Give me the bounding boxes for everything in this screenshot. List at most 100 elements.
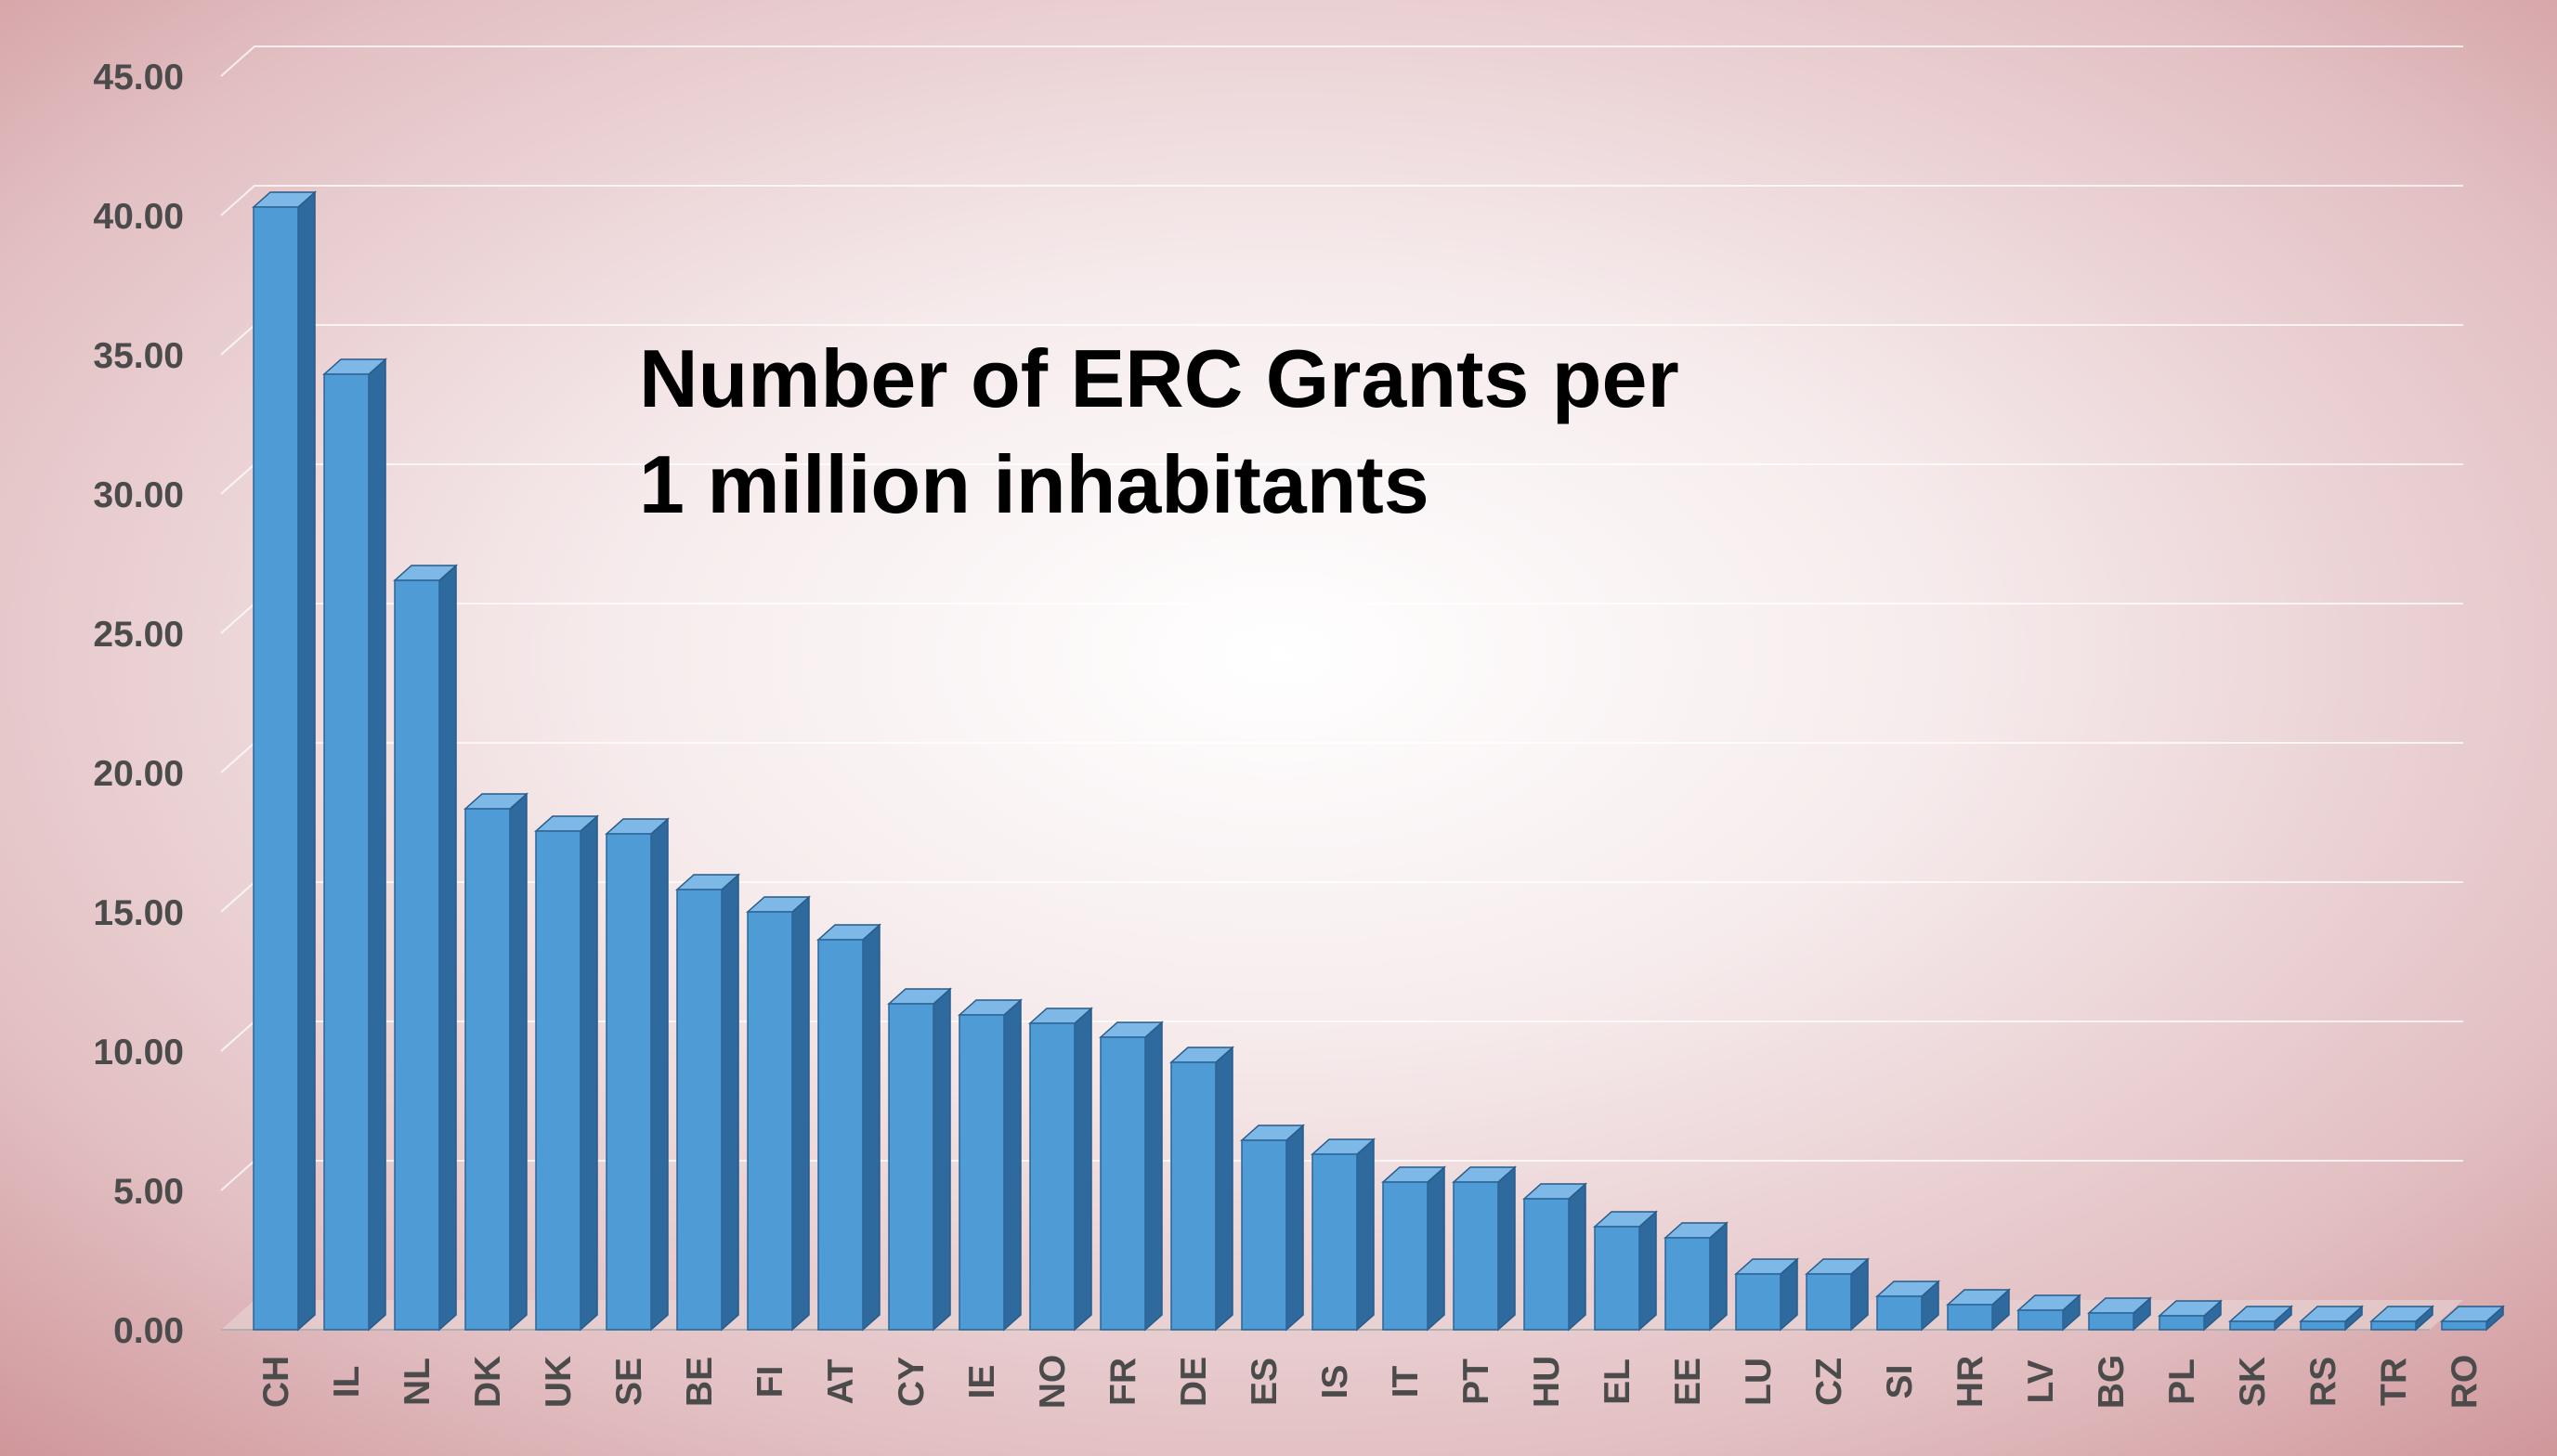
bar bbox=[2158, 1299, 2223, 1332]
x-tick-label: LV bbox=[2021, 1360, 2061, 1404]
bar-front bbox=[1170, 1061, 1217, 1331]
bar bbox=[463, 792, 528, 1332]
x-tick-label: BG bbox=[2092, 1355, 2132, 1410]
y-tick-label: 30.00 bbox=[93, 475, 184, 515]
bar-front bbox=[1382, 1181, 1429, 1331]
x-tick-label: SK bbox=[2233, 1357, 2273, 1407]
bar-side bbox=[1638, 1210, 1657, 1332]
y-tick-label: 15.00 bbox=[93, 893, 184, 933]
bar bbox=[2087, 1296, 2152, 1332]
bar-front bbox=[606, 833, 652, 1331]
x-tick-label: DE bbox=[1174, 1357, 1214, 1407]
bar bbox=[1663, 1221, 1729, 1332]
x-tick-label: SE bbox=[609, 1358, 649, 1406]
bar bbox=[252, 190, 317, 1332]
bar-side bbox=[1285, 1124, 1304, 1332]
bar bbox=[1805, 1257, 1870, 1332]
bar-front bbox=[1735, 1273, 1781, 1331]
bar-side bbox=[1074, 1007, 1092, 1332]
bar-front bbox=[2017, 1309, 2064, 1331]
bar-front bbox=[464, 808, 511, 1331]
bar bbox=[1946, 1288, 2011, 1332]
bar bbox=[887, 987, 952, 1332]
bar-front bbox=[817, 939, 864, 1331]
x-tick-label: AT bbox=[821, 1358, 861, 1404]
bar bbox=[1099, 1020, 1164, 1332]
x-tick-label: DK bbox=[468, 1356, 508, 1408]
bar bbox=[1875, 1280, 1940, 1332]
x-tick-label: RO bbox=[2445, 1355, 2485, 1410]
bar-front bbox=[1947, 1304, 1993, 1331]
bar bbox=[1452, 1165, 1517, 1332]
x-tick-label: LU bbox=[1739, 1358, 1779, 1406]
bar bbox=[1381, 1165, 1446, 1332]
chart-title-line-2: 1 million inhabitants bbox=[639, 438, 1429, 530]
bar bbox=[2016, 1294, 2081, 1332]
bar bbox=[2299, 1305, 2364, 1332]
bar bbox=[1522, 1182, 1587, 1332]
x-tick-label: SI bbox=[1880, 1365, 1920, 1399]
bar-side bbox=[1427, 1165, 1445, 1332]
bar-front bbox=[1100, 1036, 1146, 1331]
bar-front bbox=[253, 206, 299, 1331]
bar-front bbox=[1806, 1273, 1852, 1331]
x-tick-label: FI bbox=[750, 1366, 790, 1398]
bar-front bbox=[2159, 1315, 2205, 1331]
bar-side bbox=[580, 814, 598, 1332]
bar-side bbox=[297, 190, 316, 1332]
bar-front bbox=[1241, 1139, 1287, 1331]
x-tick-label: UK bbox=[539, 1356, 579, 1408]
bar-side bbox=[650, 817, 669, 1332]
bar-front bbox=[323, 373, 370, 1331]
gridline bbox=[220, 46, 2463, 77]
bar-side bbox=[1568, 1182, 1586, 1332]
x-tick-label: NO bbox=[1033, 1355, 1073, 1410]
y-tick-label: 40.00 bbox=[93, 197, 184, 237]
x-tick-label: IE bbox=[962, 1365, 1002, 1399]
bar-front bbox=[676, 889, 723, 1331]
bar-side bbox=[933, 987, 951, 1332]
bar-front bbox=[1311, 1153, 1358, 1331]
bar-side bbox=[1144, 1020, 1163, 1332]
bar-front bbox=[888, 1003, 934, 1331]
bar bbox=[534, 814, 599, 1332]
bar bbox=[1028, 1007, 1093, 1332]
bar-front bbox=[1029, 1022, 1076, 1331]
bar-front bbox=[2088, 1312, 2134, 1331]
chart-title-line-1: Number of ERC Grants per bbox=[639, 332, 1679, 424]
bar-front bbox=[394, 579, 440, 1331]
bar bbox=[1734, 1257, 1799, 1332]
x-tick-label: IL bbox=[327, 1366, 367, 1398]
bar-front bbox=[747, 911, 793, 1331]
bar-side bbox=[509, 792, 528, 1332]
x-tick-label: TR bbox=[2374, 1358, 2414, 1406]
bar-front bbox=[1523, 1198, 1570, 1331]
x-tick-labels: CH IL NL DK UK SE BE FI AT CY IE NO FR DE ES IS IT PT HU EL… bbox=[256, 1355, 2485, 1410]
y-tick-labels: 0.00 5.00 10.00 15.00 20.00 25.00 30.00 35.00 40… bbox=[93, 58, 184, 1351]
bar-side bbox=[368, 358, 386, 1332]
y-tick-label: 45.00 bbox=[93, 58, 184, 98]
bar bbox=[746, 895, 811, 1332]
x-tick-label: IS bbox=[1315, 1365, 1355, 1399]
bar bbox=[2369, 1305, 2434, 1332]
bar bbox=[322, 358, 387, 1332]
bar-side bbox=[438, 564, 457, 1332]
bar bbox=[816, 923, 881, 1332]
x-tick-label: IT bbox=[1386, 1366, 1426, 1398]
bar-front bbox=[2229, 1320, 2276, 1331]
x-tick-label: PT bbox=[1456, 1358, 1496, 1405]
bar-side bbox=[1709, 1221, 1728, 1332]
bar bbox=[605, 817, 670, 1332]
y-tick-label: 20.00 bbox=[93, 754, 184, 794]
bar-front bbox=[959, 1014, 1005, 1331]
bars bbox=[252, 190, 2505, 1332]
x-tick-label: NL bbox=[398, 1358, 437, 1406]
bar bbox=[1593, 1210, 1658, 1332]
y-tick-label: 25.00 bbox=[93, 615, 184, 655]
bar-side bbox=[1356, 1138, 1375, 1332]
x-tick-label: PL bbox=[2162, 1358, 2202, 1405]
bar-front bbox=[1594, 1226, 1640, 1331]
x-tick-label: HU bbox=[1527, 1356, 1567, 1408]
bar bbox=[393, 564, 458, 1332]
